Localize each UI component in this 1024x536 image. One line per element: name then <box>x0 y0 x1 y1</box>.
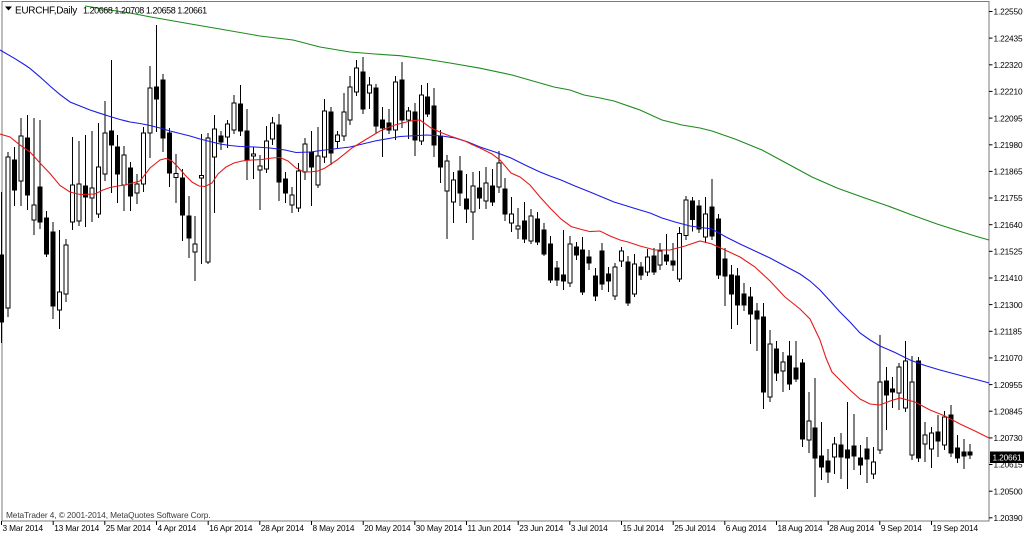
svg-text:1.22210: 1.22210 <box>994 87 1023 97</box>
svg-text:1.22435: 1.22435 <box>994 33 1023 43</box>
svg-text:1.21525: 1.21525 <box>994 247 1023 257</box>
svg-text:19 Sep 2014: 19 Sep 2014 <box>933 523 979 533</box>
svg-text:MetaTrader 4, © 2001-2014, Met: MetaTrader 4, © 2001-2014, MetaQuotes So… <box>6 510 210 520</box>
svg-text:1.20668 1.20708 1.20658 1.2066: 1.20668 1.20708 1.20658 1.20661 <box>83 6 207 16</box>
svg-text:1.20730: 1.20730 <box>994 433 1023 443</box>
svg-text:9 Sep 2014: 9 Sep 2014 <box>881 523 922 533</box>
svg-text:1.21865: 1.21865 <box>994 167 1023 177</box>
svg-text:23 Jun 2014: 23 Jun 2014 <box>519 523 564 533</box>
svg-text:1.21410: 1.21410 <box>994 273 1023 283</box>
svg-text:EURCHF,Daily: EURCHF,Daily <box>15 6 77 17</box>
svg-text:1.21755: 1.21755 <box>994 193 1023 203</box>
svg-text:25 Mar 2014: 25 Mar 2014 <box>106 523 151 533</box>
svg-text:28 Aug 2014: 28 Aug 2014 <box>829 523 874 533</box>
svg-text:1.20390: 1.20390 <box>994 513 1023 523</box>
svg-text:1.20955: 1.20955 <box>994 380 1023 390</box>
svg-text:3 Jul 2014: 3 Jul 2014 <box>571 523 608 533</box>
svg-text:6 Aug 2014: 6 Aug 2014 <box>726 523 767 533</box>
svg-text:13 Mar 2014: 13 Mar 2014 <box>54 523 99 533</box>
svg-text:1.20615: 1.20615 <box>994 460 1023 470</box>
svg-text:18 Aug 2014: 18 Aug 2014 <box>778 523 823 533</box>
svg-text:1.21185: 1.21185 <box>994 327 1023 337</box>
svg-text:28 Apr 2014: 28 Apr 2014 <box>261 523 305 533</box>
svg-text:1.22550: 1.22550 <box>994 7 1023 17</box>
svg-text:1.21980: 1.21980 <box>994 140 1023 150</box>
svg-text:1.22095: 1.22095 <box>994 113 1023 123</box>
svg-text:1.20500: 1.20500 <box>994 486 1023 496</box>
svg-text:4 Apr 2014: 4 Apr 2014 <box>158 523 197 533</box>
svg-text:8 May 2014: 8 May 2014 <box>313 523 355 533</box>
svg-text:25 Jul 2014: 25 Jul 2014 <box>674 523 716 533</box>
svg-text:1.21070: 1.21070 <box>994 353 1023 363</box>
svg-text:1.22320: 1.22320 <box>994 60 1023 70</box>
svg-text:1.20661: 1.20661 <box>993 453 1022 463</box>
svg-text:11 Jun 2014: 11 Jun 2014 <box>468 523 512 533</box>
svg-text:1.20845: 1.20845 <box>994 406 1023 416</box>
svg-text:15 Jul 2014: 15 Jul 2014 <box>623 523 665 533</box>
svg-text:3 Mar 2014: 3 Mar 2014 <box>3 523 44 533</box>
svg-text:1.21640: 1.21640 <box>994 220 1023 230</box>
svg-text:30 May 2014: 30 May 2014 <box>416 523 463 533</box>
svg-text:16 Apr 2014: 16 Apr 2014 <box>209 523 253 533</box>
svg-text:1.21300: 1.21300 <box>994 300 1023 310</box>
svg-text:20 May 2014: 20 May 2014 <box>364 523 411 533</box>
